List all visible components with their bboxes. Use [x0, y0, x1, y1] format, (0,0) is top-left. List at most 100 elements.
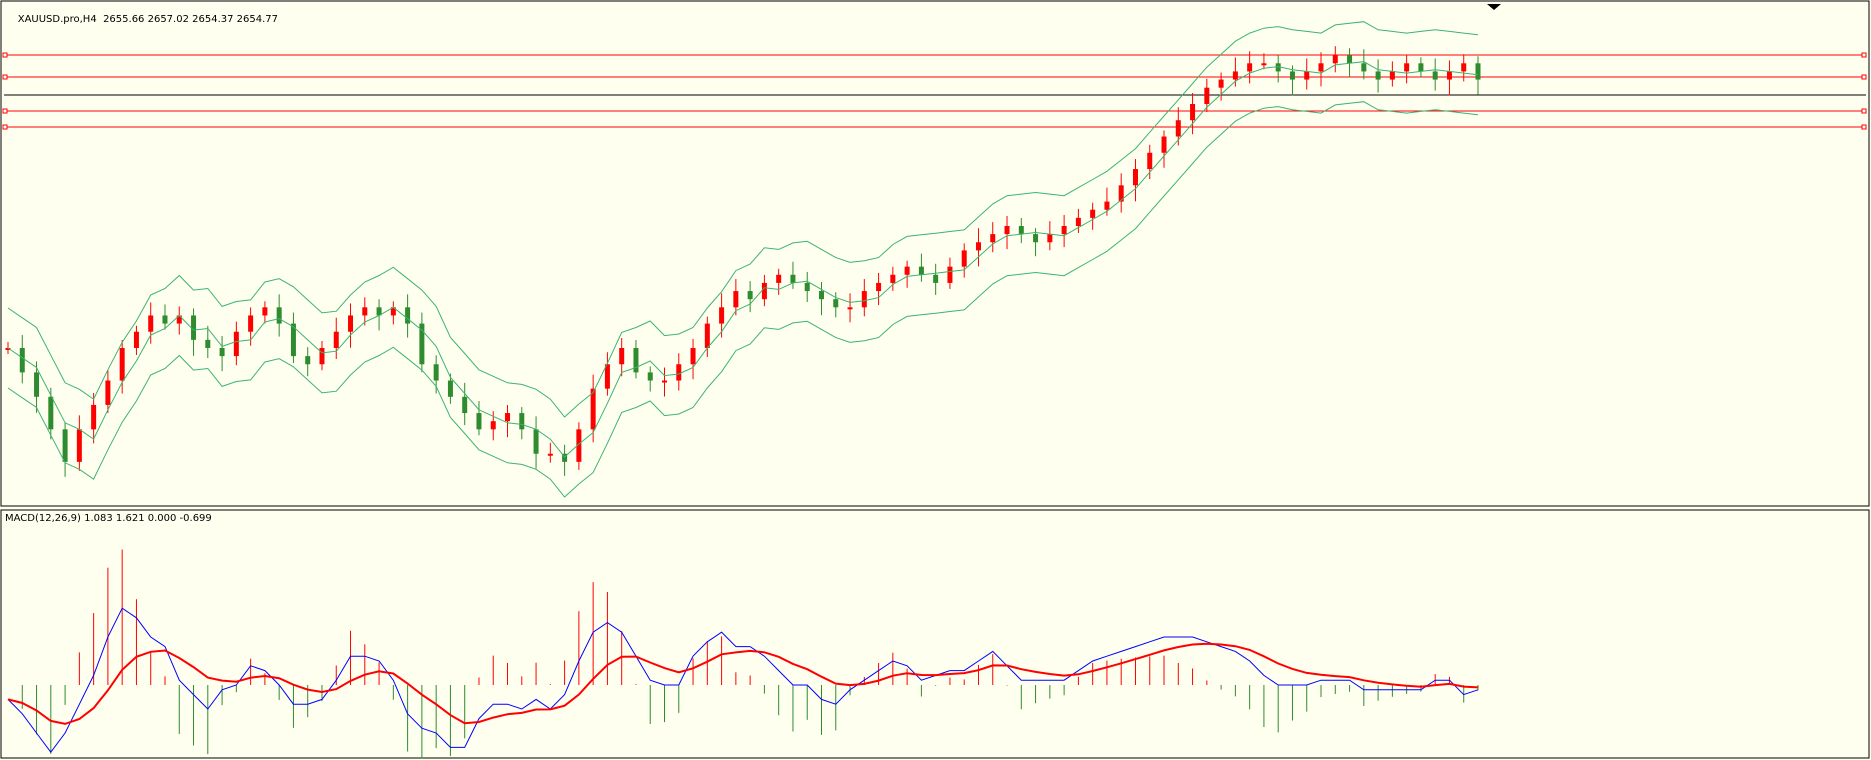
- candle-body: [1404, 63, 1410, 72]
- candle-body: [1204, 87, 1210, 104]
- macd-line: [7, 607, 1479, 754]
- candle-body: [1232, 71, 1238, 80]
- level-handle: [2, 52, 8, 58]
- candle-body: [833, 299, 839, 308]
- candle-body: [505, 413, 511, 422]
- candle-body: [1161, 136, 1167, 153]
- candle-body: [604, 364, 610, 389]
- candle-body: [1304, 71, 1310, 80]
- candle-body: [904, 266, 910, 275]
- candle-body: [462, 396, 468, 414]
- candle-body: [1047, 234, 1053, 243]
- candle-body: [119, 347, 125, 381]
- candle-body: [219, 347, 225, 357]
- candle-body: [1118, 185, 1124, 202]
- candle-body: [476, 413, 482, 430]
- candle-body: [533, 429, 539, 454]
- candle-body: [1347, 55, 1353, 64]
- candle-body: [1090, 209, 1096, 218]
- macd-panel-border: [0, 509, 1870, 759]
- candle-body: [847, 307, 853, 310]
- candle-body: [662, 380, 668, 383]
- candle-body: [333, 331, 339, 348]
- candle-body: [233, 331, 239, 357]
- candle-body: [733, 291, 739, 308]
- candle-body: [747, 291, 753, 300]
- candle-body: [619, 347, 625, 365]
- candle-body: [1175, 120, 1181, 137]
- chart-shift-marker: [1487, 4, 1501, 10]
- candle-body: [176, 315, 182, 324]
- candle-body: [319, 347, 325, 365]
- level-handle: [1861, 124, 1867, 130]
- candle-body: [133, 331, 139, 348]
- candle-body: [1061, 225, 1067, 235]
- candle-body: [990, 234, 996, 243]
- candle-body: [148, 315, 154, 332]
- candle-body: [876, 282, 882, 292]
- candle-body: [447, 380, 453, 397]
- candle-body: [676, 364, 682, 381]
- candle-body: [1261, 63, 1267, 66]
- candle-body: [1418, 63, 1424, 72]
- candle-body: [1361, 63, 1367, 72]
- candle-body: [818, 291, 824, 300]
- candle-body: [91, 404, 97, 430]
- level-handle: [2, 108, 8, 114]
- candle-body: [547, 453, 553, 456]
- candle-body: [205, 339, 211, 348]
- candle-body: [790, 274, 796, 283]
- candle-body: [191, 315, 197, 340]
- level-handle: [2, 74, 8, 80]
- candle-body: [975, 242, 981, 251]
- price-panel-border: [0, 0, 1870, 507]
- candle-body: [19, 347, 25, 373]
- candle-body: [562, 453, 568, 462]
- candle-body: [1461, 63, 1467, 72]
- symbol-label: XAUUSD.pro,H4 2655.66 2657.02 2654.37 26…: [17, 14, 279, 25]
- candle-body: [1218, 79, 1224, 88]
- candle-body: [1018, 225, 1024, 235]
- candle-body: [248, 315, 254, 332]
- bollinger-lower: [7, 101, 1479, 498]
- candle-body: [1332, 55, 1338, 64]
- macd-label: MACD(12,26,9) 1.083 1.621 0.000 -0.699: [5, 513, 212, 524]
- candle-body: [633, 347, 639, 373]
- candle-body: [162, 315, 168, 324]
- candle-body: [1247, 63, 1253, 72]
- level-handle: [1861, 108, 1867, 114]
- candle-body: [34, 372, 40, 397]
- candle-body: [1318, 63, 1324, 72]
- bollinger-middle: [7, 61, 1479, 458]
- candle-body: [704, 323, 710, 348]
- candle-body: [947, 266, 953, 283]
- candle-body: [48, 396, 54, 430]
- candle-body: [405, 307, 411, 324]
- candle-body: [961, 250, 967, 267]
- candle-body: [1033, 234, 1039, 243]
- candle-body: [5, 347, 11, 350]
- candle-body: [1275, 63, 1281, 72]
- candle-body: [1075, 217, 1081, 226]
- candle-body: [1446, 71, 1452, 80]
- candle-body: [1004, 225, 1010, 235]
- candle-body: [1190, 103, 1196, 121]
- candle-body: [490, 421, 496, 430]
- candle-body: [647, 372, 653, 381]
- candle-body: [761, 282, 767, 300]
- candle-body: [62, 429, 68, 462]
- level-handle: [1861, 52, 1867, 58]
- candle-body: [433, 364, 439, 381]
- signal-line: [7, 642, 1479, 725]
- candle-body: [519, 413, 525, 430]
- candle-body: [276, 307, 282, 324]
- candle-body: [1389, 71, 1395, 80]
- candle-body: [719, 307, 725, 324]
- candle-body: [1475, 63, 1481, 80]
- candle-body: [1432, 71, 1438, 80]
- candle-body: [262, 307, 268, 316]
- candle-body: [1104, 201, 1110, 210]
- candle-body: [918, 266, 924, 275]
